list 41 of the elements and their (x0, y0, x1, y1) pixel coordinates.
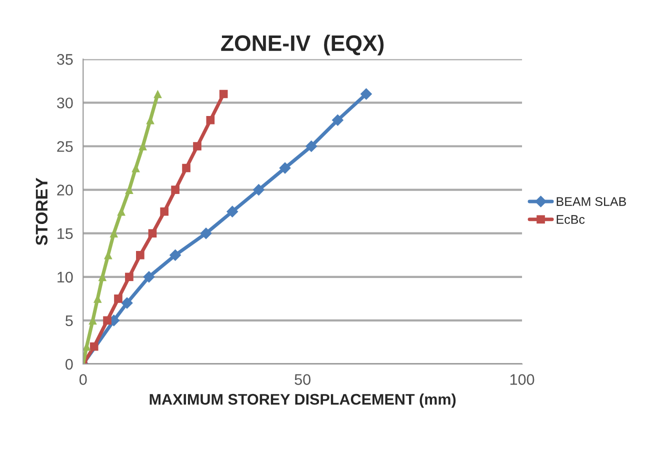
point (171, 186, 180, 194)
point (193, 142, 202, 150)
point (148, 229, 157, 238)
point (252, 184, 265, 196)
x-tick-label: 0 (79, 374, 87, 385)
point (206, 116, 215, 124)
y-tick-label: 15 (58, 228, 73, 240)
y-tick-label: 5 (66, 315, 73, 326)
point (117, 207, 126, 216)
y-tick-label: 10 (58, 272, 73, 283)
x-axis-title: MAXIMUM STOREY DISPLACEMENT (mm) (150, 394, 456, 408)
y-tick-label: 25 (57, 141, 73, 152)
point (154, 90, 162, 98)
point (103, 316, 112, 325)
point (121, 297, 133, 309)
point (360, 88, 372, 100)
point (226, 206, 238, 218)
y-axis-title: STOREY (36, 178, 48, 246)
legend-label: BEAM SLAB (556, 197, 626, 206)
y-tick-label: 20 (57, 184, 73, 196)
chart-title: ZONE-IV (EQX) (221, 34, 384, 56)
point (136, 250, 144, 260)
point (332, 114, 344, 126)
point (125, 272, 134, 282)
y-tick-label: 35 (56, 54, 73, 65)
point (279, 162, 291, 174)
y-tick-label: 0 (66, 358, 73, 370)
point (169, 249, 182, 262)
point (114, 294, 122, 303)
point (160, 207, 168, 216)
point (200, 227, 212, 240)
point (305, 140, 318, 152)
point (90, 342, 98, 351)
point (219, 90, 228, 98)
point (110, 229, 118, 238)
x-tick-label: 100 (510, 374, 534, 385)
x-tick-label: 50 (294, 374, 310, 385)
y-tick-label: 30 (56, 98, 73, 108)
legend-label: EcBc (556, 215, 585, 224)
point (182, 164, 190, 172)
point (143, 271, 155, 283)
